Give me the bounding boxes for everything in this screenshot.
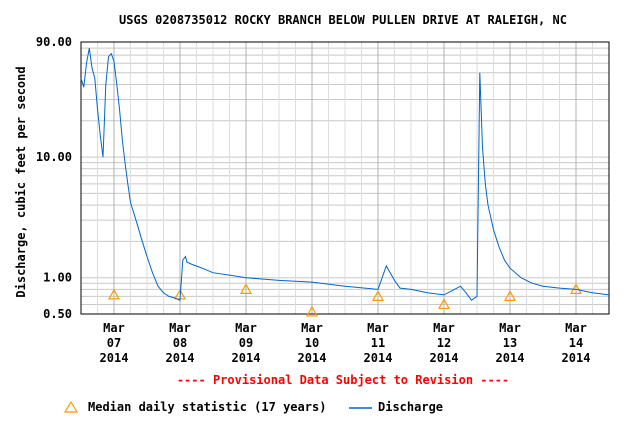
x-tick-label: 13	[503, 336, 517, 350]
x-tick-label: 08	[173, 336, 187, 350]
median-legend-label: Median daily statistic (17 years)	[88, 400, 326, 414]
legend: Median daily statistic (17 years) Discha…	[63, 400, 443, 414]
median-marker	[437, 298, 451, 310]
grid	[80, 41, 610, 314]
median-marker	[305, 305, 319, 317]
x-tick-label: 2014	[430, 351, 459, 365]
x-tick-label: Mar	[565, 321, 587, 335]
x-tick-label: 2014	[166, 351, 195, 365]
median-marker	[371, 290, 385, 301]
discharge-line	[80, 48, 610, 302]
median-legend-icon	[63, 400, 79, 413]
x-tick-label: 11	[371, 336, 385, 350]
y-tick-label: 0.50	[43, 307, 72, 321]
x-tick-label: 09	[239, 336, 253, 350]
x-tick-label: 2014	[496, 351, 525, 365]
y-axis-label: Discharge, cubic feet per second	[14, 66, 28, 297]
x-tick-label: 07	[107, 336, 121, 350]
median-marker	[239, 283, 253, 294]
x-tick-label: Mar	[169, 321, 191, 335]
x-tick-label: 2014	[298, 351, 327, 365]
median-markers	[107, 283, 583, 317]
y-tick-label: 10.00	[36, 150, 72, 164]
x-tick-label: 2014	[100, 351, 129, 365]
x-tick-label: 2014	[364, 351, 393, 365]
x-tick-labels: Mar072014Mar082014Mar092014Mar102014Mar1…	[100, 321, 591, 365]
x-tick-label: 14	[569, 336, 583, 350]
x-tick-label: Mar	[367, 321, 389, 335]
x-tick-label: Mar	[103, 321, 125, 335]
median-marker	[107, 288, 121, 300]
x-tick-label: Mar	[301, 321, 323, 335]
discharge-legend-label: Discharge	[378, 400, 443, 414]
x-tick-label: Mar	[499, 321, 521, 335]
y-tick-label: 90.00	[36, 35, 72, 49]
chart-title: USGS 0208735012 ROCKY BRANCH BELOW PULLE…	[119, 13, 567, 27]
x-tick-label: Mar	[235, 321, 257, 335]
plot-area	[80, 41, 610, 315]
y-tick-label: 1.00	[43, 271, 72, 285]
x-tick-label: 10	[305, 336, 319, 350]
y-tick-labels: 90.00 10.00 1.00 0.50	[36, 35, 72, 321]
x-tick-label: Mar	[433, 321, 455, 335]
median-marker	[503, 290, 517, 301]
x-tick-label: 12	[437, 336, 451, 350]
provisional-note: ---- Provisional Data Subject to Revisio…	[177, 373, 509, 387]
x-tick-label: 2014	[562, 351, 591, 365]
x-tick-label: 2014	[232, 351, 261, 365]
